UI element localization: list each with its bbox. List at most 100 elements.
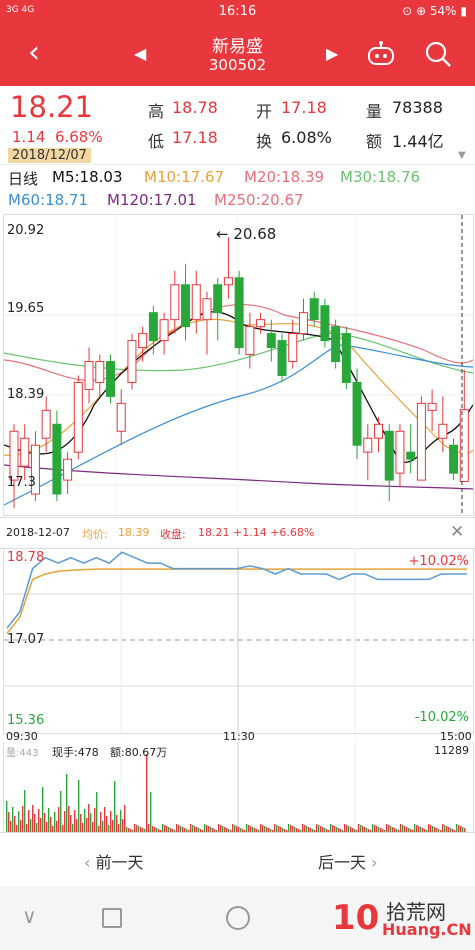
- amount-label: 额: [366, 132, 383, 151]
- back-nav-icon[interactable]: ∨: [22, 904, 37, 928]
- volume-bar: [208, 826, 210, 832]
- turnover-label: 换: [256, 132, 273, 151]
- volume-bar: [296, 828, 298, 832]
- candle: [459, 409, 469, 483]
- volume-bar: [304, 825, 306, 832]
- quote-date: 2018/12/07: [8, 148, 91, 163]
- volume-bar: [366, 828, 368, 832]
- volume-bar: [198, 828, 200, 832]
- volume-bar: [342, 830, 344, 832]
- day-navigation: ‹ 前一天 后一天 ›: [0, 832, 475, 887]
- volume-bar: [116, 815, 118, 832]
- volume-bar: [118, 824, 120, 832]
- intraday-svg: [4, 548, 473, 733]
- y-mid: 17.07: [7, 632, 45, 647]
- time-start: 09:30: [6, 730, 38, 743]
- volume-bar: [200, 829, 202, 832]
- volume-bar: [256, 829, 258, 832]
- volume-bar: [104, 807, 106, 832]
- volume-bar: [222, 826, 224, 832]
- pct-bottom: -10.02%: [414, 710, 469, 725]
- volume-bar: [154, 827, 156, 832]
- volume-bar: [410, 829, 412, 832]
- volume-bar: [378, 827, 380, 832]
- prev-stock-icon[interactable]: ◀: [134, 44, 147, 63]
- volume-bar: [202, 830, 204, 832]
- status-time: 16:16: [218, 4, 257, 19]
- candle: [438, 423, 448, 439]
- volume-bar: [252, 827, 254, 832]
- last-price: 18.21: [10, 90, 94, 124]
- candle: [277, 340, 287, 376]
- volume-bar: [216, 830, 218, 832]
- volume-bar: [406, 827, 408, 832]
- expand-icon[interactable]: ▼: [458, 150, 466, 161]
- volume-bar: [404, 826, 406, 832]
- candle: [245, 326, 255, 356]
- battery-indicator: ⊙ ⊕ 54% ▮: [402, 4, 467, 18]
- volume-bar: [70, 815, 72, 832]
- volume-bar: [302, 824, 304, 832]
- volume-bar: [182, 827, 184, 832]
- candle: [148, 312, 158, 342]
- volume-bar: [442, 824, 444, 832]
- volume-bar: [396, 829, 398, 832]
- volume-bar: [98, 826, 100, 832]
- volume-bar: [236, 826, 238, 832]
- volume-bar: [22, 806, 24, 832]
- volume-bar: [164, 825, 166, 832]
- volume-bar: [86, 818, 88, 832]
- volume-bar: [204, 824, 206, 832]
- low-label: 低: [148, 132, 165, 151]
- app-header: ‹ ◀ 新易盛 300502 ▶: [0, 24, 475, 86]
- max-value: 20.68: [233, 225, 277, 243]
- candle: [138, 333, 148, 349]
- volume-bar: [24, 790, 26, 832]
- period-label[interactable]: 日线: [8, 170, 39, 188]
- chevron-right-icon: ›: [371, 853, 378, 872]
- back-icon[interactable]: ‹: [28, 35, 40, 70]
- volume-bar: [370, 830, 372, 832]
- volume-bar: [392, 827, 394, 832]
- volume-bar: [128, 828, 130, 832]
- intraday-chart[interactable]: 18.78 17.07 15.36 +10.02% -10.02%: [3, 548, 474, 734]
- volume-bar: [246, 824, 248, 832]
- candle: [395, 430, 405, 474]
- volume-bar: [312, 829, 314, 832]
- candle: [170, 284, 180, 321]
- volume-bar: [48, 808, 50, 832]
- volume-bar: [168, 827, 170, 832]
- close-icon[interactable]: ✕: [450, 522, 465, 542]
- volume-bar: [78, 780, 80, 832]
- prev-day-label: 前一天: [95, 853, 144, 872]
- search-icon[interactable]: [424, 40, 452, 72]
- volume-bar: [458, 825, 460, 832]
- robot-icon[interactable]: [366, 40, 396, 70]
- volume-bar: [66, 774, 68, 832]
- volume-bar: [16, 825, 18, 832]
- volume-bar: [196, 827, 198, 832]
- candle: [9, 430, 19, 481]
- volume-bar: [176, 824, 178, 832]
- volume-bar: [18, 811, 20, 832]
- prev-day-button[interactable]: ‹ 前一天: [84, 849, 144, 873]
- volume-bar: [136, 825, 138, 832]
- volume-bar: [184, 828, 186, 832]
- volume-bar: [54, 812, 56, 832]
- volume-bar: [102, 821, 104, 832]
- volume-bar: [376, 826, 378, 832]
- volume-bar: [358, 824, 360, 832]
- y-tick: 20.92: [7, 223, 45, 238]
- kline-chart[interactable]: 20.92 19.65 18.39 17.3 ← 20.68: [3, 214, 474, 516]
- recents-icon[interactable]: [102, 908, 122, 928]
- volume-bar: [144, 829, 146, 832]
- next-stock-icon[interactable]: ▶: [326, 44, 339, 63]
- volume-bar: [374, 825, 376, 832]
- volume-bar: [438, 829, 440, 832]
- home-icon[interactable]: [226, 906, 250, 930]
- volume-bar: [162, 824, 164, 832]
- next-day-button[interactable]: 后一天 ›: [318, 849, 378, 873]
- volume-bar: [254, 828, 256, 832]
- volume-bar: [292, 826, 294, 832]
- volume-bar: [390, 826, 392, 832]
